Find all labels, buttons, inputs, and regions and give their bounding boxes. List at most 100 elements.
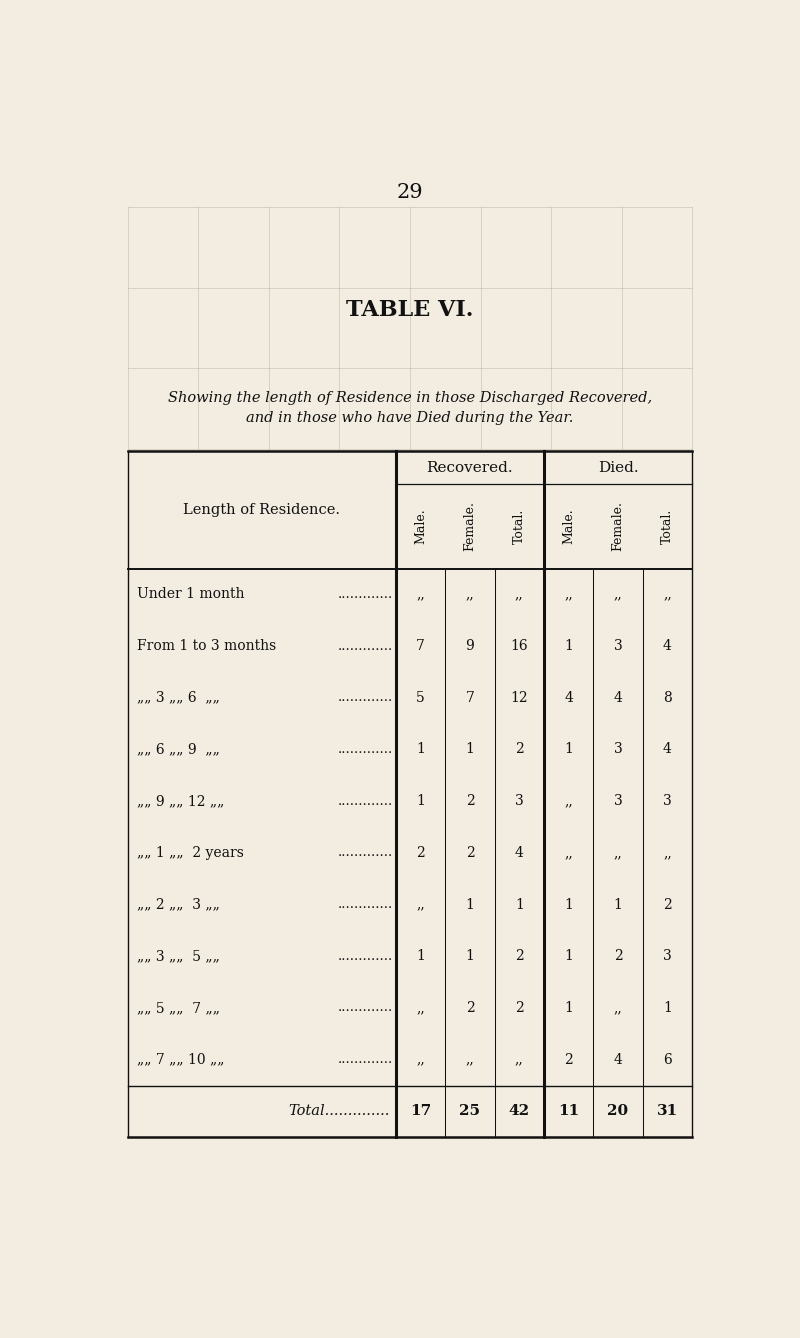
Text: 4: 4 xyxy=(564,690,573,705)
Text: .............: ............. xyxy=(338,1002,393,1014)
Text: 2: 2 xyxy=(466,846,474,860)
Text: Total.: Total. xyxy=(513,508,526,545)
Text: ,,: ,, xyxy=(564,587,573,601)
Text: Female.: Female. xyxy=(611,502,625,551)
Text: 4: 4 xyxy=(614,1053,622,1066)
Text: 3: 3 xyxy=(515,795,524,808)
Text: 3: 3 xyxy=(614,640,622,653)
Text: 1: 1 xyxy=(614,898,622,911)
Text: 6: 6 xyxy=(663,1053,672,1066)
Text: 3: 3 xyxy=(614,743,622,756)
Text: 8: 8 xyxy=(663,690,672,705)
Text: ,,: ,, xyxy=(515,587,524,601)
Text: .............: ............. xyxy=(338,847,393,859)
Text: Died.: Died. xyxy=(598,460,638,475)
Text: 42: 42 xyxy=(509,1104,530,1119)
Text: Male.: Male. xyxy=(414,508,427,545)
Text: .............: ............. xyxy=(338,743,393,756)
Text: 1: 1 xyxy=(564,743,573,756)
Text: Length of Residence.: Length of Residence. xyxy=(183,503,340,516)
Text: .............: ............. xyxy=(338,950,393,963)
Text: ,,: ,, xyxy=(564,795,573,808)
Text: 2: 2 xyxy=(614,949,622,963)
Text: 3: 3 xyxy=(614,795,622,808)
Text: ,,: ,, xyxy=(614,846,622,860)
Text: .............: ............. xyxy=(338,795,393,808)
Text: 2: 2 xyxy=(515,743,524,756)
Text: ,,: ,, xyxy=(416,1053,425,1066)
Text: ,,: ,, xyxy=(614,1001,622,1016)
Text: „„ 7 „„ 10 „„: „„ 7 „„ 10 „„ xyxy=(138,1053,225,1066)
Text: 1: 1 xyxy=(466,743,474,756)
Text: .............: ............. xyxy=(338,898,393,911)
Text: „„ 3 „„ 6  „„: „„ 3 „„ 6 „„ xyxy=(138,690,220,705)
Text: .............: ............. xyxy=(338,587,393,601)
Text: Under 1 month: Under 1 month xyxy=(138,587,245,601)
Text: 1: 1 xyxy=(663,1001,672,1016)
Text: 2: 2 xyxy=(663,898,672,911)
Text: 4: 4 xyxy=(515,846,524,860)
Text: 2: 2 xyxy=(515,949,524,963)
Text: and in those who have Died during the Year.: and in those who have Died during the Ye… xyxy=(246,411,574,425)
Text: 2: 2 xyxy=(466,1001,474,1016)
Text: „„ 5 „„  7 „„: „„ 5 „„ 7 „„ xyxy=(138,1001,220,1016)
Text: „„ 1 „„  2 years: „„ 1 „„ 2 years xyxy=(138,846,244,860)
Text: 4: 4 xyxy=(663,743,672,756)
Text: „„ 2 „„  3 „„: „„ 2 „„ 3 „„ xyxy=(138,898,220,911)
Text: 1: 1 xyxy=(466,949,474,963)
Text: 4: 4 xyxy=(614,690,622,705)
Text: 1: 1 xyxy=(564,949,573,963)
Text: 9: 9 xyxy=(466,640,474,653)
Text: 31: 31 xyxy=(657,1104,678,1119)
Text: 7: 7 xyxy=(416,640,425,653)
Text: 1: 1 xyxy=(416,949,425,963)
Text: 1: 1 xyxy=(564,640,573,653)
Text: 12: 12 xyxy=(510,690,528,705)
Text: .............: ............. xyxy=(338,640,393,653)
Text: TABLE VI.: TABLE VI. xyxy=(346,298,474,321)
Text: Total.: Total. xyxy=(661,508,674,545)
Text: 7: 7 xyxy=(466,690,474,705)
Text: 5: 5 xyxy=(416,690,425,705)
Text: ,,: ,, xyxy=(466,587,474,601)
Text: 1: 1 xyxy=(466,898,474,911)
Text: 1: 1 xyxy=(416,743,425,756)
Text: 16: 16 xyxy=(510,640,528,653)
Text: .............: ............. xyxy=(338,692,393,704)
Text: 3: 3 xyxy=(663,949,672,963)
Text: „„ 9 „„ 12 „„: „„ 9 „„ 12 „„ xyxy=(138,795,225,808)
Text: ,,: ,, xyxy=(564,846,573,860)
Text: ,,: ,, xyxy=(663,587,672,601)
Text: „„ 6 „„ 9  „„: „„ 6 „„ 9 „„ xyxy=(138,743,220,756)
Text: „„ 3 „„  5 „„: „„ 3 „„ 5 „„ xyxy=(138,949,220,963)
Text: ,,: ,, xyxy=(416,898,425,911)
Text: From 1 to 3 months: From 1 to 3 months xyxy=(138,640,277,653)
Text: 11: 11 xyxy=(558,1104,579,1119)
Text: 1: 1 xyxy=(416,795,425,808)
Text: Showing the length of Residence in those Discharged Recovered,: Showing the length of Residence in those… xyxy=(168,391,652,404)
Text: 1: 1 xyxy=(515,898,524,911)
Text: 3: 3 xyxy=(663,795,672,808)
Text: 25: 25 xyxy=(459,1104,481,1119)
Text: 2: 2 xyxy=(564,1053,573,1066)
Text: Recovered.: Recovered. xyxy=(426,460,514,475)
Text: 1: 1 xyxy=(564,1001,573,1016)
Text: ,,: ,, xyxy=(663,846,672,860)
Text: 29: 29 xyxy=(397,183,423,202)
Text: 2: 2 xyxy=(515,1001,524,1016)
Text: ,,: ,, xyxy=(466,1053,474,1066)
Text: 1: 1 xyxy=(564,898,573,911)
Text: Female.: Female. xyxy=(463,502,477,551)
Text: 2: 2 xyxy=(466,795,474,808)
Text: Total..............: Total.............. xyxy=(288,1104,390,1119)
Text: 4: 4 xyxy=(663,640,672,653)
Text: 20: 20 xyxy=(607,1104,629,1119)
Text: ,,: ,, xyxy=(614,587,622,601)
Text: ,,: ,, xyxy=(416,1001,425,1016)
Text: 2: 2 xyxy=(416,846,425,860)
Text: ,,: ,, xyxy=(515,1053,524,1066)
Text: 17: 17 xyxy=(410,1104,431,1119)
Text: ,,: ,, xyxy=(416,587,425,601)
Text: .............: ............. xyxy=(338,1053,393,1066)
Text: Male.: Male. xyxy=(562,508,575,545)
